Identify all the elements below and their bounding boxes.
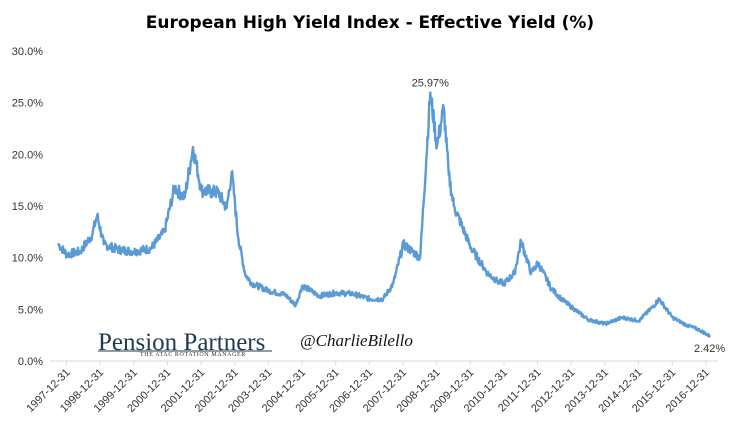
chart-title: European High Yield Index - Effective Yi…: [146, 13, 594, 33]
series-line: [57, 91, 711, 338]
y-tick-label: 10.0%: [12, 253, 43, 265]
peak-annotation: 25.97%: [412, 78, 450, 90]
y-tick-label: 5.0%: [18, 304, 43, 316]
branding: Pension Partners THE ATAC ROTATION MANAG…: [98, 329, 413, 358]
y-tick-label: 25.0%: [12, 98, 43, 110]
x-axis-ticks: 1997-12-311998-12-311999-12-312000-12-31…: [24, 361, 712, 415]
twitter-handle: @CharlieBilello: [300, 331, 413, 350]
y-tick-label: 15.0%: [12, 201, 43, 213]
y-tick-label: 20.0%: [12, 149, 43, 161]
y-tick-label: 0.0%: [18, 356, 43, 368]
y-axis-ticks: 0.0% 5.0% 10.0% 15.0% 20.0% 25.0% 30.0%: [12, 46, 43, 368]
y-tick-label: 30.0%: [12, 46, 43, 58]
last-value-annotation: 2.42%: [694, 343, 725, 355]
brand-logo-tagline: THE ATAC ROTATION MANAGER: [140, 352, 246, 358]
annotations: 25.97% 2.42%: [412, 78, 726, 355]
